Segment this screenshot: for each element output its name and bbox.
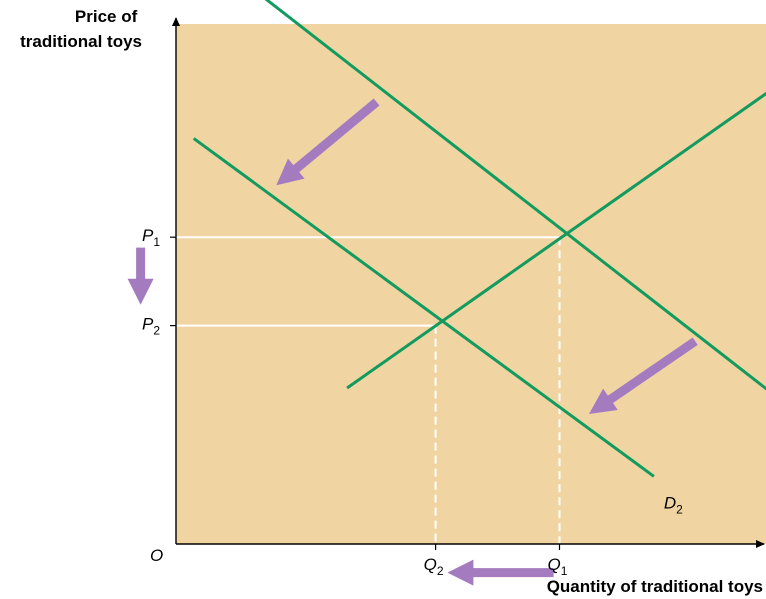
- curve-label-D2-subscript: 2: [676, 502, 683, 516]
- quantity-label-Q1-main: Q: [548, 555, 561, 574]
- shift-arrow-4: [447, 559, 554, 586]
- shift-arrow-2: [589, 337, 698, 414]
- curve-label-D2: D2: [664, 493, 683, 516]
- origin-label: O: [150, 546, 163, 565]
- price-label-P2: P2: [142, 315, 160, 338]
- curve-S1: [346, 91, 766, 390]
- shift-arrow-4-shape: [447, 559, 554, 586]
- quantity-label-Q1-subscript: 1: [561, 564, 568, 578]
- shift-arrow-1-shape: [276, 98, 380, 186]
- curve-and-point-labels: P1Q1P2Q2S1D1D2: [142, 226, 683, 578]
- price-label-P1: P1: [142, 226, 160, 249]
- quantity-label-Q1: Q1: [548, 555, 568, 578]
- quantity-label-Q2: Q2: [424, 555, 444, 578]
- price-label-P2-subscript: 2: [153, 324, 160, 338]
- guide-lines: [176, 236, 561, 544]
- price-label-P1-main: P: [142, 226, 154, 245]
- axis-ticks: [170, 236, 561, 550]
- shift-arrow-3: [127, 247, 154, 305]
- y-axis-title-line-1: Price of: [75, 7, 138, 26]
- curve-D1: [264, 0, 766, 391]
- y-axis-title-line-2: traditional toys: [20, 32, 142, 51]
- curve-label-D2-main: D: [664, 493, 676, 512]
- curve-D2: [192, 137, 655, 478]
- shift-arrows: [127, 98, 698, 586]
- quantity-label-Q2-subscript: 2: [437, 564, 444, 578]
- x-axis-title: Quantity of traditional toys: [547, 577, 763, 596]
- curves: [192, 0, 766, 478]
- shift-arrow-1: [276, 98, 380, 186]
- shift-arrow-2-shape: [589, 337, 698, 414]
- price-label-P2-main: P: [142, 315, 154, 334]
- quantity-label-Q2-main: Q: [424, 555, 437, 574]
- shift-arrow-3-shape: [127, 247, 154, 305]
- price-label-P1-subscript: 1: [153, 235, 160, 249]
- y-axis-title: Price of traditional toys: [20, 7, 142, 51]
- plot-background: [176, 24, 766, 544]
